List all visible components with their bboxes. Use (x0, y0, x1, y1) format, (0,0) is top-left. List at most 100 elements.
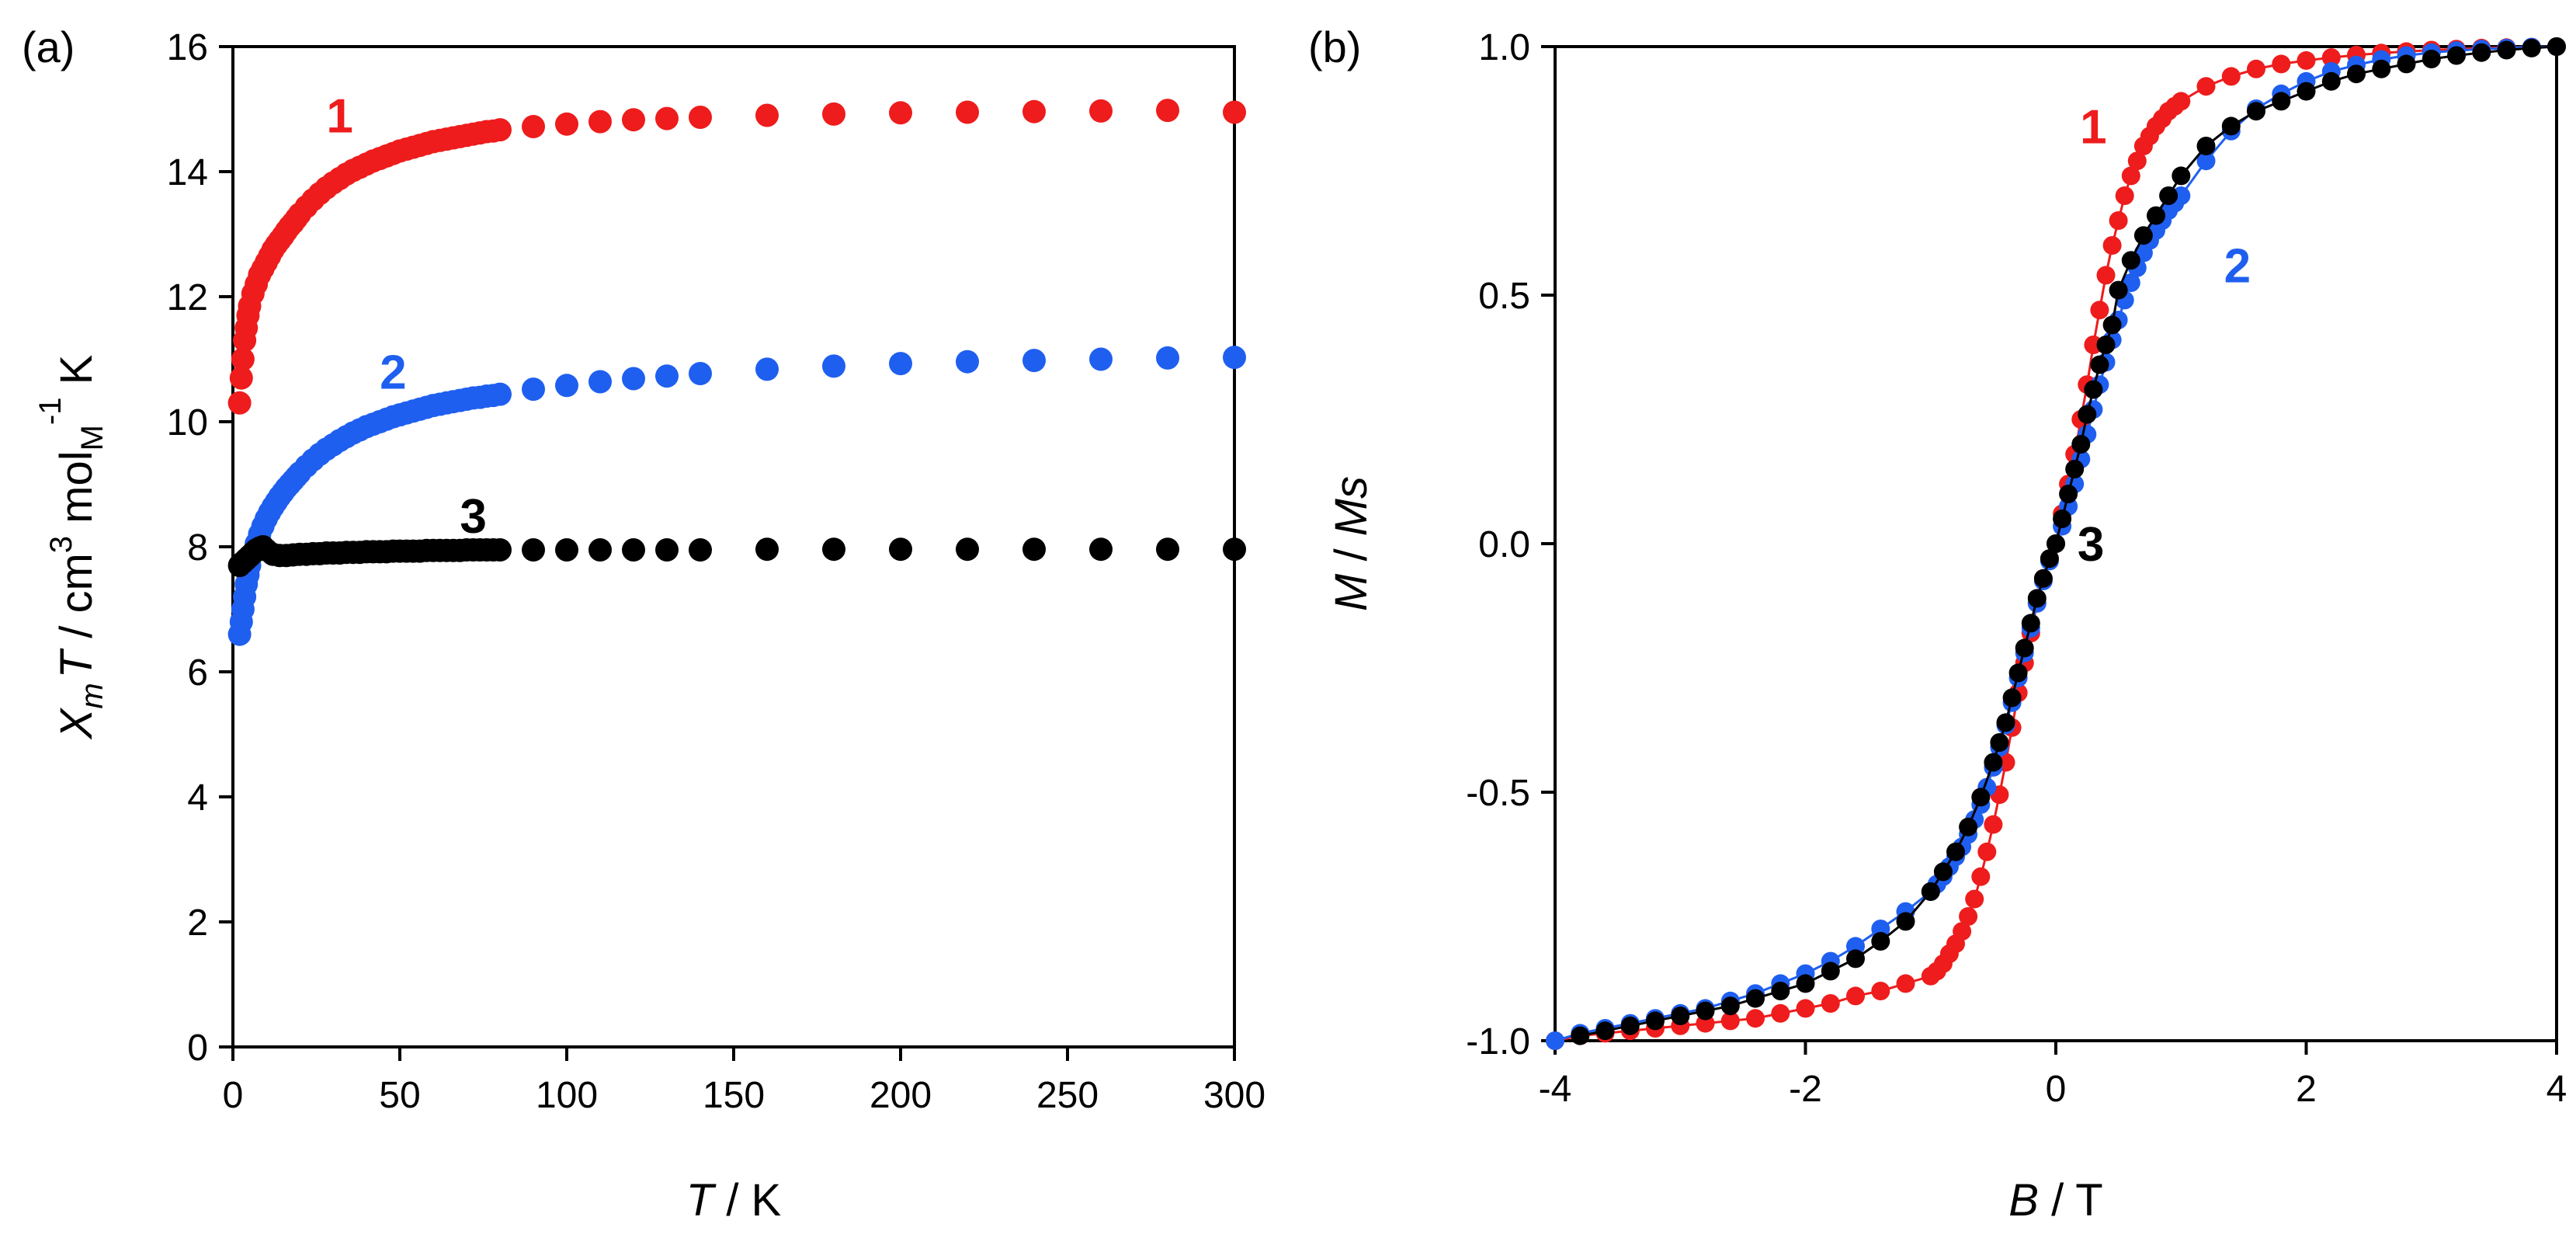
panel-a-series-1-point (1223, 100, 1246, 124)
panel-b-y-axis-title: M / Ms (1326, 476, 1377, 611)
panel-b-label: (b) (1308, 23, 1361, 71)
panel-a-x-tick-label: 100 (536, 1075, 598, 1116)
panel-b-series-3-point (1896, 912, 1915, 931)
panel-a-series-3-point (655, 538, 679, 562)
panel-a-y-tick-label: 8 (187, 527, 208, 569)
panel-a-xlabel-var: T (686, 1175, 717, 1226)
panel-b-series-1-point (1953, 922, 1972, 941)
panel-b-series-3-point (2109, 280, 2128, 300)
panel-a-series-1-point (555, 112, 578, 136)
panel-b-series-3-point (1620, 1016, 1640, 1035)
panel-a-series-1-point (522, 115, 545, 138)
panel-b-series-3-point (1746, 989, 1765, 1008)
panel-a-x-tick-label: 50 (379, 1075, 420, 1116)
panel-b-series-1-point (2090, 301, 2109, 320)
panel-a-series-3-point (588, 538, 612, 562)
panel-a-series-2-point (889, 352, 912, 376)
panel-a-series-2-point (956, 349, 979, 374)
panel-b-series-3-point (1946, 842, 1965, 861)
panel-a-series-1-point (1022, 99, 1046, 123)
panel-b-x-tick-label: 0 (2046, 1069, 2067, 1110)
panel-a-label: (a) (22, 23, 75, 71)
panel-b-series-3-point (1646, 1011, 1665, 1031)
panel-b-series-label-1: 1 (2080, 100, 2106, 154)
panel-b-y-tick-label: 0.5 (1478, 276, 1530, 317)
panel-b-series-3-point (2522, 38, 2541, 57)
panel-b-series-2-point (1546, 1031, 1564, 1050)
panel-b-series-1-point (2121, 166, 2140, 186)
panel-b-series-3-point (1821, 962, 1840, 981)
panel-a-series-3-point (889, 537, 912, 562)
panel-b-xlabel-var: B (2008, 1175, 2039, 1226)
panel-b-series-1-point (1846, 986, 1865, 1006)
panel-a-series-2-point (622, 367, 645, 391)
panel-b-series-3-point (1921, 882, 1940, 901)
panel-a-y-tick-label: 12 (167, 277, 208, 318)
panel-a-series-3-point (622, 538, 645, 562)
panel-a-ylabel-mol: mol (51, 450, 102, 536)
panel-a-series-1-point (227, 391, 252, 415)
panel-a-series-3-point (1022, 537, 1046, 562)
panel-a-x-tick-label: 150 (703, 1075, 765, 1116)
panel-b-series-3-point (2071, 435, 2091, 454)
panel-a-y-tick-label: 6 (187, 652, 208, 694)
panel-b-series-3-point (1984, 753, 2003, 772)
panel-b-series-1-point (2321, 48, 2341, 68)
panel-b-x-axis-title: B / T (2008, 1175, 2102, 1226)
panel-b-series-3-point (1933, 862, 1953, 882)
panel-a-x-tick-label: 300 (1203, 1075, 1265, 1116)
panel-b-series-3 (1571, 37, 2566, 1045)
panel-a-series-3-point (956, 537, 979, 562)
panel-b-series-3-point (1796, 974, 1815, 993)
panel-a-y-tick-label: 4 (187, 777, 208, 819)
panel-a-series-3 (227, 535, 1246, 578)
panel-a-series-2-point (655, 364, 679, 388)
panel-b-series-1-point (1796, 999, 1815, 1018)
panel-b-ylabel-slash: / (1326, 536, 1377, 573)
panel-b-series-3-point (2021, 614, 2040, 633)
panel-b-series-3-point (1996, 713, 2015, 732)
panel-b-series-3-line (1580, 45, 2557, 1038)
panel-b-series-3-point (2172, 166, 2191, 186)
panel-b-series-3-point (2472, 43, 2491, 62)
panel-b-series-3-point (2015, 638, 2034, 658)
panel-a-series-3-point (1089, 537, 1113, 562)
panel-b-series-3-point (2002, 688, 2022, 708)
panel-b-series-1-point (2102, 236, 2122, 255)
panel-b-series-1-point (2297, 50, 2316, 70)
panel-b-y-tick-label: -1.0 (1466, 1021, 1530, 1062)
panel-a-ylabel-mol-sub: M (75, 425, 109, 450)
panel-a-series-2-point (588, 370, 612, 394)
panel-b-series-3-point (2221, 116, 2241, 136)
panel-b-series-3-point (2321, 71, 2341, 91)
panel-a-series-label-2: 2 (380, 346, 406, 400)
panel-b-series-3-point (1846, 949, 1865, 968)
panel-b-series-3-point (2084, 380, 2103, 399)
panel-b-series-3-point (2047, 534, 2065, 553)
panel-b-series-1-point (1977, 842, 1997, 861)
panel-a-y-tick-label: 16 (167, 27, 208, 68)
panel-a-series-2-point (1223, 346, 1246, 370)
panel-a-series (227, 99, 1246, 646)
panel-a-y-tick-label: 10 (167, 402, 208, 443)
panel-b-series-3-point (2159, 186, 2178, 205)
panel-b-series-3-point (2247, 102, 2265, 121)
panel-a-series-3-point (1156, 537, 1179, 562)
panel-a-series-1-point (655, 106, 679, 130)
panel-b-series-1-point (2272, 54, 2291, 74)
panel-b-series-1-point (1896, 974, 1915, 993)
panel-b-series-3-point (2147, 206, 2165, 225)
panel-b-series-3-point (2297, 82, 2316, 101)
panel-b-series-3-point (1971, 788, 1991, 807)
panel-a-series-2 (227, 346, 1246, 646)
panel-a-series-1-point (956, 100, 979, 124)
panel-b-y-tick-label: 1.0 (1478, 27, 1530, 68)
panel-a-y-axis-title: XmT / cm3 molM -1 K (33, 354, 109, 740)
panel-a-series-1-point (889, 101, 912, 125)
panel-a-series-2-point (1022, 349, 1046, 373)
panel-b-x-tick-label: -4 (1539, 1069, 1572, 1110)
panel-a-series-1-point (689, 106, 712, 129)
panel-a-series-label-3: 3 (460, 490, 486, 544)
panel-b-series-3-point (2059, 485, 2078, 503)
